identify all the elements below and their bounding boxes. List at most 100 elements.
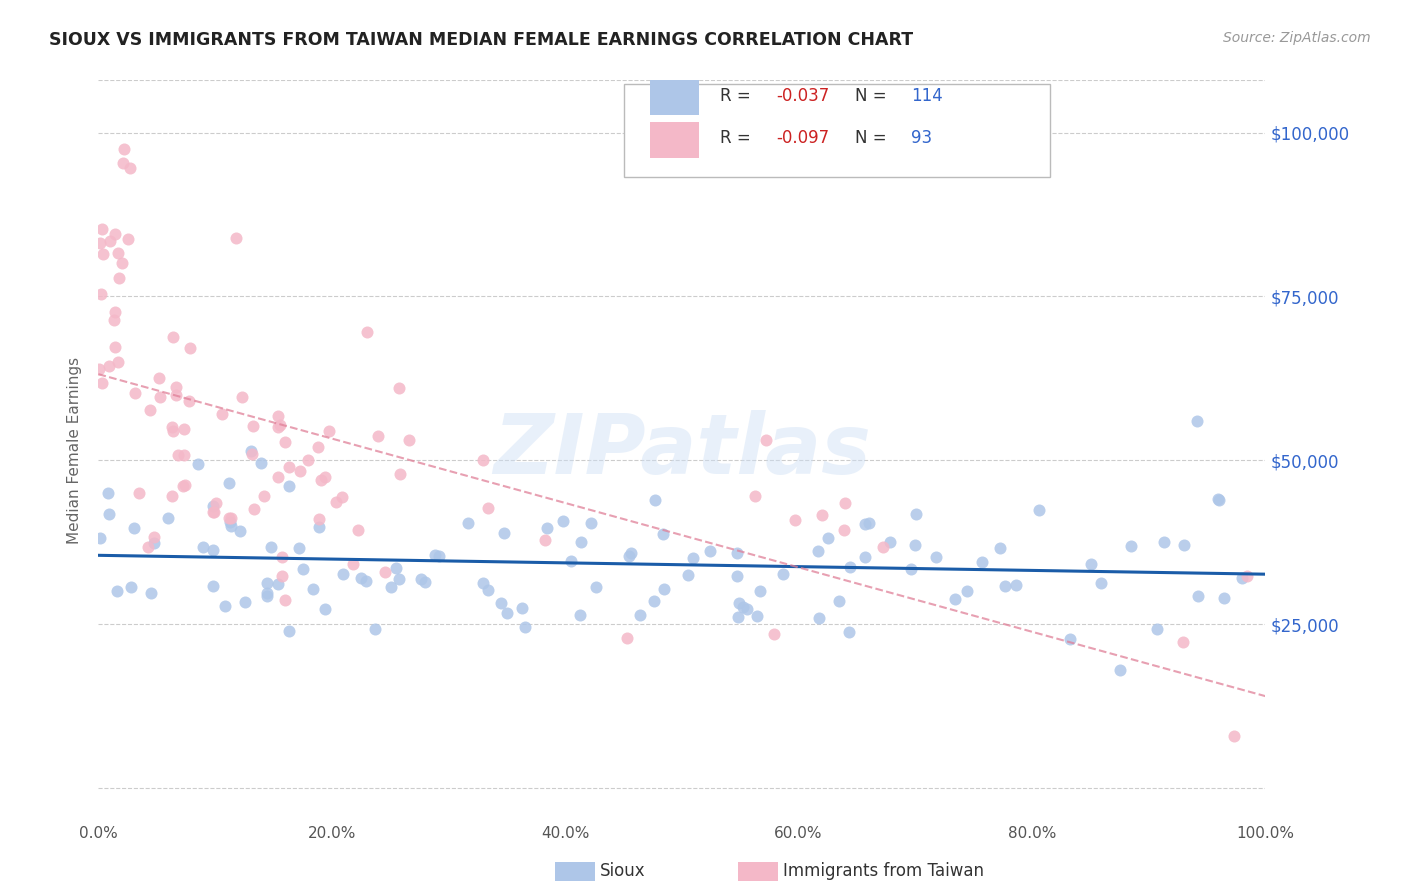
Point — [745, 608, 768, 623]
Point — [1119, 539, 1142, 553]
FancyBboxPatch shape — [651, 122, 699, 158]
Point — [731, 599, 754, 614]
Point — [832, 523, 855, 537]
Point — [744, 489, 766, 503]
Point — [278, 459, 301, 474]
Point — [225, 231, 247, 245]
Point — [494, 526, 516, 541]
Text: SIOUX VS IMMIGRANTS FROM TAIWAN MEDIAN FEMALE EARNINGS CORRELATION CHART: SIOUX VS IMMIGRANTS FROM TAIWAN MEDIAN F… — [49, 31, 914, 49]
Point — [191, 540, 214, 554]
Point — [277, 624, 299, 638]
Point — [142, 530, 165, 544]
Point — [256, 576, 278, 591]
Point — [330, 490, 353, 504]
Text: Immigrants from Taiwan: Immigrants from Taiwan — [783, 863, 984, 880]
Point — [311, 473, 333, 487]
Point — [211, 407, 233, 421]
Point — [288, 541, 311, 556]
Point — [1208, 492, 1230, 507]
Point — [755, 433, 778, 447]
Point — [762, 627, 785, 641]
Point — [98, 234, 121, 248]
Point — [267, 577, 290, 591]
Point — [560, 554, 582, 568]
Point — [1090, 576, 1112, 591]
Point — [389, 467, 412, 481]
Point — [202, 505, 225, 519]
Point — [256, 586, 278, 600]
Point — [314, 602, 336, 616]
FancyBboxPatch shape — [624, 84, 1049, 177]
Point — [374, 565, 396, 579]
Text: R =: R = — [720, 129, 756, 147]
Point — [515, 620, 537, 634]
Point — [162, 330, 184, 344]
Point — [838, 625, 860, 640]
Point — [1146, 622, 1168, 636]
Point — [472, 576, 495, 591]
Point — [307, 440, 329, 454]
Text: -0.097: -0.097 — [776, 129, 830, 147]
Point — [177, 394, 200, 409]
Point — [342, 557, 364, 571]
Point — [325, 495, 347, 509]
Text: ZIPatlas: ZIPatlas — [494, 410, 870, 491]
Point — [204, 495, 226, 509]
Point — [398, 433, 420, 447]
Point — [853, 516, 876, 531]
Point — [201, 499, 224, 513]
Point — [187, 457, 209, 471]
Point — [1230, 571, 1253, 585]
Point — [457, 516, 479, 531]
Point — [105, 583, 128, 598]
Point — [1080, 558, 1102, 572]
Point — [120, 580, 142, 594]
Point — [644, 492, 666, 507]
Point — [972, 556, 994, 570]
Point — [242, 501, 264, 516]
Point — [112, 155, 135, 169]
Point — [218, 475, 240, 490]
Point — [380, 580, 402, 594]
Point — [900, 562, 922, 576]
Y-axis label: Median Female Earnings: Median Female Earnings — [67, 357, 83, 544]
Point — [534, 533, 557, 547]
Point — [904, 538, 927, 552]
Point — [1109, 663, 1132, 677]
Point — [90, 286, 112, 301]
Point — [581, 516, 603, 530]
Point — [551, 514, 574, 528]
Point — [103, 312, 125, 326]
Point — [229, 524, 252, 538]
Point — [569, 608, 592, 623]
Point — [817, 531, 839, 545]
Point — [367, 429, 389, 443]
Point — [221, 519, 243, 533]
Point — [427, 549, 450, 563]
Point — [725, 546, 748, 560]
Point — [332, 567, 354, 582]
Point — [242, 418, 264, 433]
Point — [124, 385, 146, 400]
Point — [165, 380, 187, 394]
Point — [411, 572, 433, 586]
Point — [172, 478, 194, 492]
Point — [139, 586, 162, 600]
Point — [250, 456, 273, 470]
Point — [354, 574, 377, 588]
Point — [1005, 577, 1028, 591]
Point — [118, 161, 141, 176]
Point — [643, 593, 665, 607]
Point — [278, 479, 301, 493]
Point — [240, 447, 263, 461]
Point — [91, 376, 114, 391]
Point — [103, 340, 125, 354]
Point — [925, 550, 948, 565]
Text: 114: 114 — [911, 87, 942, 104]
Point — [308, 520, 330, 534]
Text: -0.037: -0.037 — [776, 87, 830, 104]
Point — [1223, 729, 1246, 743]
Point — [676, 568, 699, 582]
Point — [111, 256, 134, 270]
Point — [1171, 634, 1194, 648]
